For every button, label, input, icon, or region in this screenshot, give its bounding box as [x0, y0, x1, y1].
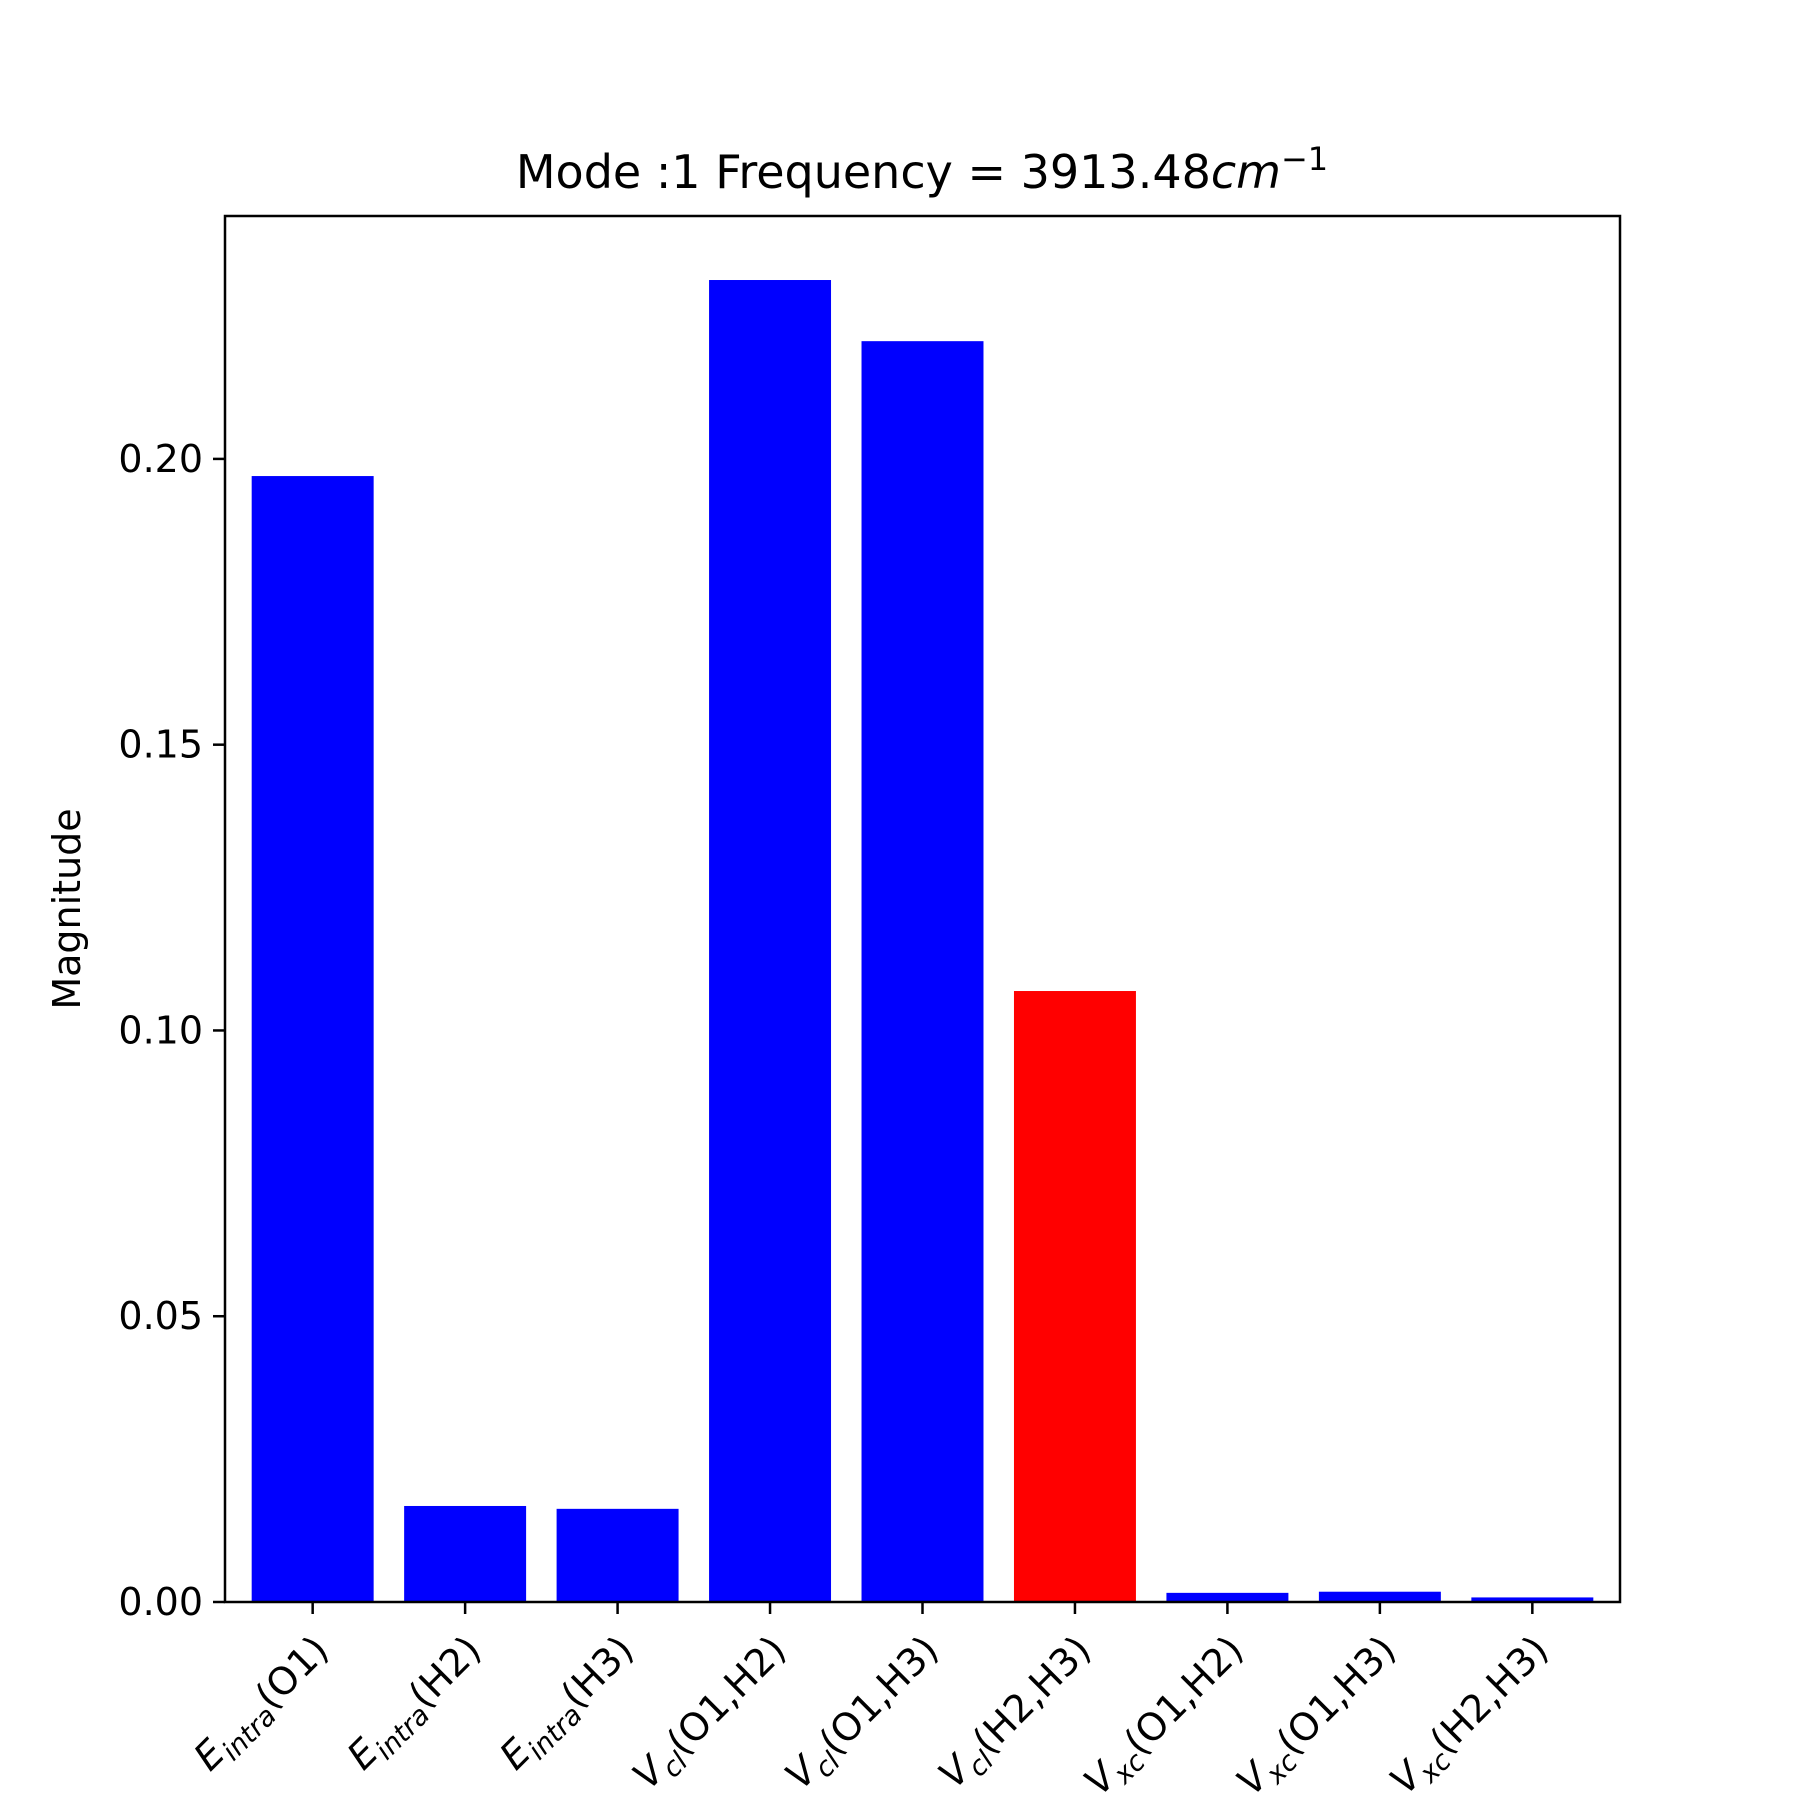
x-tick-label-4: Vcl(O1,H3)	[776, 1627, 951, 1800]
chart-title: Mode :1 Frequency = 3913.48cm−1	[516, 140, 1328, 199]
y-tick-label-4: 0.20	[118, 437, 203, 481]
x-tick-label-7: Vxc(O1,H3)	[1228, 1627, 1409, 1800]
y-tick-label-0: 0.00	[118, 1580, 203, 1624]
bar-6	[1166, 1592, 1289, 1602]
bar-3	[709, 280, 832, 1602]
bar-0	[251, 476, 374, 1603]
bars-group	[251, 280, 1594, 1603]
bar-2	[556, 1508, 679, 1602]
x-tick-label-2: Eintra(H3)	[491, 1627, 647, 1783]
bar-4	[861, 341, 984, 1602]
title-unit: cm	[1211, 145, 1281, 199]
y-axis-label: Magnitude	[45, 808, 89, 1009]
x-tick-label-3: Vcl(O1,H2)	[624, 1627, 799, 1800]
x-tick-label-1: Eintra(H2)	[339, 1627, 495, 1783]
bar-5	[1013, 991, 1136, 1602]
plot-frame	[223, 214, 1622, 1604]
x-axis: Eintra(O1)Eintra(H2)Eintra(H3)Vcl(O1,H2)…	[185, 1602, 1561, 1800]
y-tick-label-2: 0.10	[118, 1008, 203, 1052]
bar-1	[404, 1505, 527, 1602]
y-tick-label-3: 0.15	[118, 723, 203, 767]
bar-8	[1471, 1597, 1594, 1602]
title-unit-exponent: −1	[1281, 140, 1328, 178]
y-axis: 0.00 0.05 0.10 0.15 0.20	[118, 437, 225, 1624]
x-tick-label-8: Vxc(H2,H3)	[1381, 1627, 1561, 1800]
title-prefix: Mode :1 Frequency = 3913.48	[516, 145, 1211, 199]
y-tick-label-1: 0.05	[118, 1294, 203, 1338]
x-tick-label-0: Eintra(O1)	[185, 1627, 342, 1784]
bar-7	[1318, 1591, 1441, 1602]
